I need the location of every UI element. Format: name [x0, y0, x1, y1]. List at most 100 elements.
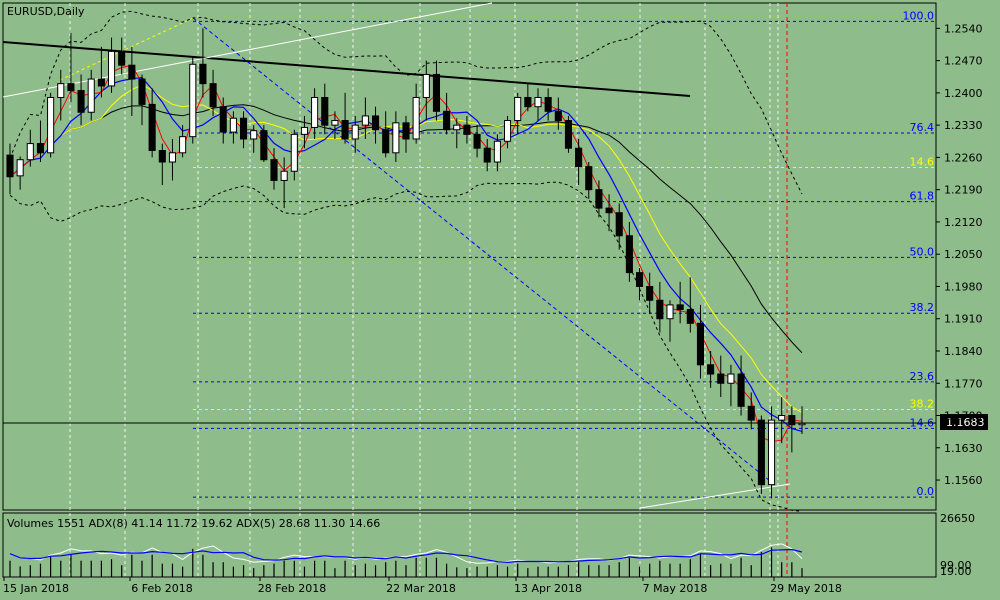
candle: [544, 88, 552, 121]
candle-body: [595, 189, 603, 209]
candle-body: [483, 147, 491, 163]
candle: [361, 97, 369, 139]
candle: [707, 350, 715, 388]
y-tick-label: 1.1560: [944, 474, 983, 487]
candle-body: [26, 143, 34, 161]
y-tick-label: 1.2260: [944, 151, 983, 164]
candle-body: [392, 122, 400, 154]
candle: [778, 397, 786, 444]
candle: [229, 111, 237, 144]
candle-body: [199, 63, 207, 85]
candle-body: [503, 120, 512, 142]
candle-body: [158, 149, 166, 163]
candle: [392, 111, 400, 163]
candle-body: [412, 96, 420, 140]
candle-body: [575, 147, 583, 168]
candle: [87, 69, 95, 121]
candles: [6, 28, 806, 499]
candle: [148, 88, 156, 158]
candle: [382, 111, 390, 158]
channel-line-white-bottom: [639, 483, 791, 509]
chart-title: EURUSD,Daily: [7, 5, 85, 18]
candle-body: [57, 83, 65, 98]
candle: [270, 148, 278, 190]
candle: [585, 162, 593, 199]
candle: [432, 60, 441, 121]
candle-body: [87, 78, 95, 113]
candle: [605, 194, 613, 232]
lower-band-line: [9, 181, 803, 512]
candle: [534, 88, 542, 121]
candle-body: [422, 73, 430, 98]
candle-body: [311, 96, 319, 128]
candle: [26, 129, 34, 167]
candle: [696, 304, 705, 379]
candle: [788, 406, 796, 453]
candle-body: [67, 83, 75, 92]
candle: [179, 125, 187, 158]
channel-line-white: [2, 2, 493, 98]
fib-level-label: 100.0: [903, 9, 935, 22]
candle-body: [493, 140, 501, 163]
candle-body: [514, 96, 522, 122]
candle: [67, 32, 75, 103]
candle-body: [646, 285, 654, 301]
candle: [209, 69, 217, 116]
candle-body: [778, 415, 786, 421]
candle-body: [666, 304, 674, 320]
candle-body: [564, 120, 573, 149]
y-tick-label: 1.2470: [944, 55, 983, 68]
candle: [514, 92, 522, 135]
y-tick-label: 1.2330: [944, 119, 983, 132]
x-tick-label: 28 Feb 2018: [258, 582, 326, 595]
candle-body: [107, 50, 116, 87]
candle-body: [717, 373, 725, 384]
y-tick-label: 1.2120: [944, 216, 983, 229]
volume-indicator-label: Volumes 1551 ADX(8) 41.14 11.72 19.62 AD…: [7, 517, 380, 530]
trend-lines: [2, 2, 791, 577]
candle: [463, 115, 471, 144]
candle: [138, 74, 146, 126]
candle: [554, 97, 562, 130]
candle-body: [300, 126, 309, 135]
candle-body: [788, 415, 796, 426]
fib-diagonal-line: [192, 17, 776, 486]
candle-body: [229, 117, 237, 133]
candle-body: [6, 154, 14, 178]
x-tick-label: 13 Apr 2018: [514, 582, 582, 595]
candle-body: [118, 50, 126, 66]
candle-body: [179, 136, 187, 154]
candle: [300, 115, 309, 149]
candle-body: [189, 63, 197, 138]
candle-body: [615, 212, 623, 237]
candle-body: [209, 83, 217, 108]
candle-body: [635, 272, 644, 287]
candle: [351, 115, 359, 153]
fibonacci-levels: 100.076.414.661.850.038.223.638.214.60.0: [193, 9, 936, 498]
candle: [646, 272, 654, 315]
candle: [727, 364, 735, 407]
candle-body: [707, 364, 715, 375]
candle-body: [524, 96, 532, 108]
candle-body: [270, 159, 278, 181]
candle-body: [16, 159, 24, 177]
candle: [524, 83, 532, 112]
fib-level-label: 76.4: [910, 121, 935, 134]
candle-body: [331, 120, 339, 126]
candle-body: [656, 299, 664, 320]
candle-body: [47, 96, 55, 154]
candle-body: [148, 103, 156, 151]
candle: [199, 28, 207, 98]
candle: [290, 129, 298, 181]
candle-body: [351, 124, 359, 140]
candle: [503, 115, 512, 149]
x-tick-label: 22 Mar 2018: [386, 582, 456, 595]
x-tick-label: 6 Feb 2018: [131, 582, 192, 595]
candle: [473, 125, 481, 158]
candle: [737, 355, 745, 416]
y-tick-label: 1.2190: [944, 184, 983, 197]
candle: [189, 56, 197, 144]
current-price-label: 1.1683: [946, 416, 985, 429]
candle-body: [138, 78, 146, 105]
